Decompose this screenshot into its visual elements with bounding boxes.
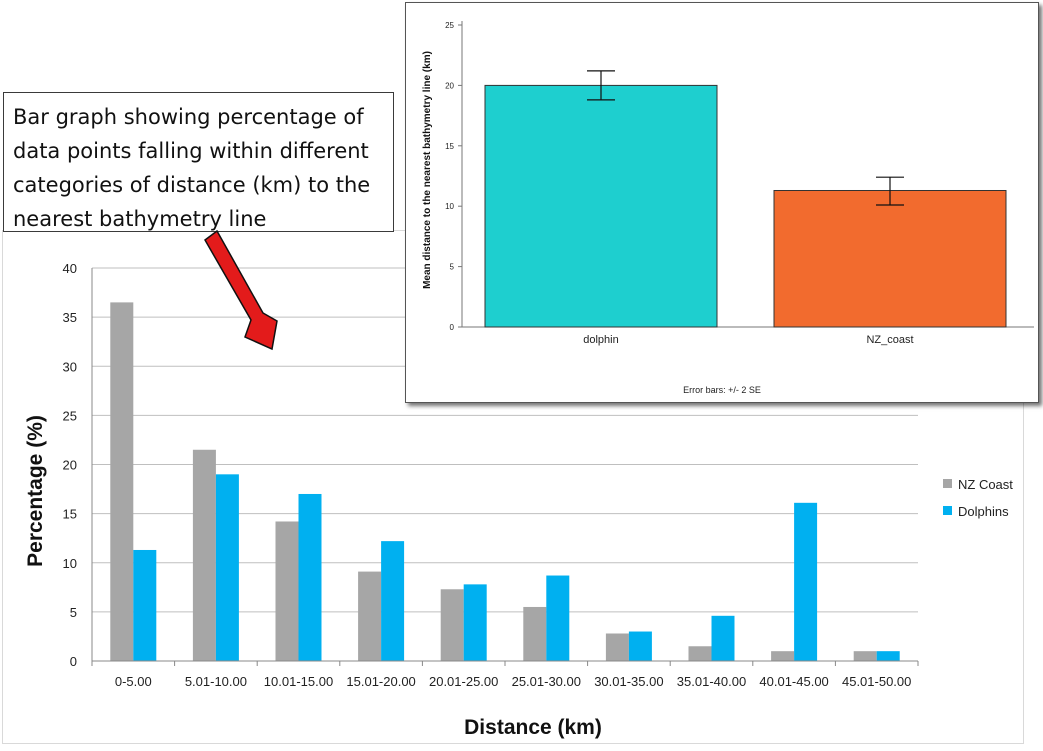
bar-nz-coast-20.01-25.00 xyxy=(440,589,464,661)
bar-dolphins-5.01-10.00 xyxy=(215,474,239,661)
bar-dolphins-20.01-25.00 xyxy=(463,584,487,661)
y-tick-label: 15 xyxy=(63,507,77,522)
y-tick-label: 5 xyxy=(70,605,77,620)
bar-dolphins-35.01-40.00 xyxy=(711,615,735,661)
inset-bar-NZ_coast xyxy=(773,189,1007,328)
bar-nz-coast-40.01-45.00 xyxy=(771,651,795,661)
bar-dolphins-0-5.00 xyxy=(133,549,157,661)
bar-nz-coast-5.01-10.00 xyxy=(192,449,216,661)
y-tick-label: 35 xyxy=(63,310,77,325)
legend-label: Dolphins xyxy=(958,504,1009,519)
callout-text: Bar graph showing percentage of data poi… xyxy=(13,105,371,231)
bar-dolphins-45.01-50.00 xyxy=(876,651,900,661)
x-tick-label: 5.01-10.00 xyxy=(185,674,247,689)
y-tick-label: 0 xyxy=(70,654,77,669)
bar-nz-coast-30.01-35.00 xyxy=(605,633,629,661)
inset-y-tick-label: 5 xyxy=(450,263,455,272)
x-tick-label: 10.01-15.00 xyxy=(264,674,333,689)
x-tick-label: 35.01-40.00 xyxy=(677,674,746,689)
x-tick-label: 45.01-50.00 xyxy=(842,674,911,689)
bar-nz-coast-45.01-50.00 xyxy=(853,651,877,661)
inset-y-tick-label: 15 xyxy=(445,142,454,151)
inset-x-tick-label: NZ_coast xyxy=(866,334,913,346)
legend-label: NZ Coast xyxy=(958,477,1013,492)
y-tick-label: 30 xyxy=(63,359,77,374)
bar-nz-coast-35.01-40.00 xyxy=(688,646,712,661)
callout-box: Bar graph showing percentage of data poi… xyxy=(3,92,394,232)
x-tick-label: 20.01-25.00 xyxy=(429,674,498,689)
inset-x-tick-label: dolphin xyxy=(583,334,618,346)
inset-bar-dolphin xyxy=(484,84,718,328)
x-tick-label: 0-5.00 xyxy=(115,674,152,689)
arrow-icon xyxy=(204,229,278,351)
y-tick-label: 20 xyxy=(63,458,77,473)
inset-footnote: Error bars: +/- 2 SE xyxy=(683,385,761,395)
bar-nz-coast-10.01-15.00 xyxy=(275,521,299,661)
inset-y-axis-title: Mean distance to the nearest bathymetry … xyxy=(422,51,433,289)
inset-y-tick-label: 0 xyxy=(450,323,455,332)
legend-swatch xyxy=(943,506,952,515)
y-tick-label: 10 xyxy=(63,556,77,571)
bar-nz-coast-15.01-20.00 xyxy=(358,571,382,661)
bar-dolphins-15.01-20.00 xyxy=(381,541,405,661)
bar-dolphins-10.01-15.00 xyxy=(298,493,322,661)
x-axis-title: Distance (km) xyxy=(464,716,602,739)
x-tick-label: 15.01-20.00 xyxy=(346,674,415,689)
y-tick-label: 40 xyxy=(63,261,77,276)
bar-dolphins-40.01-45.00 xyxy=(794,502,818,661)
bar-dolphins-25.01-30.00 xyxy=(546,575,570,661)
inset-chart-panel: 0 5 10 15 20 25 dolphin NZ_coast Mean distance… xyxy=(405,2,1039,403)
x-tick-label: 30.01-35.00 xyxy=(594,674,663,689)
legend: NZ Coast Dolphins xyxy=(943,477,1013,519)
inset-y-tick-label: 20 xyxy=(445,81,454,90)
y-axis-title: Percentage (%) xyxy=(24,415,47,567)
x-tick-label: 40.01-45.00 xyxy=(759,674,828,689)
bar-nz-coast-25.01-30.00 xyxy=(523,606,547,661)
legend-swatch xyxy=(943,479,952,488)
y-tick-label: 25 xyxy=(63,408,77,423)
inset-y-tick-label: 10 xyxy=(445,202,454,211)
bar-nz-coast-0-5.00 xyxy=(110,302,134,661)
inset-y-tick-label: 25 xyxy=(445,21,454,30)
x-tick-label: 25.01-30.00 xyxy=(512,674,581,689)
bar-dolphins-30.01-35.00 xyxy=(628,631,652,661)
inset-bar-chart: 0 5 10 15 20 25 dolphin NZ_coast Mean distance… xyxy=(422,21,1034,395)
